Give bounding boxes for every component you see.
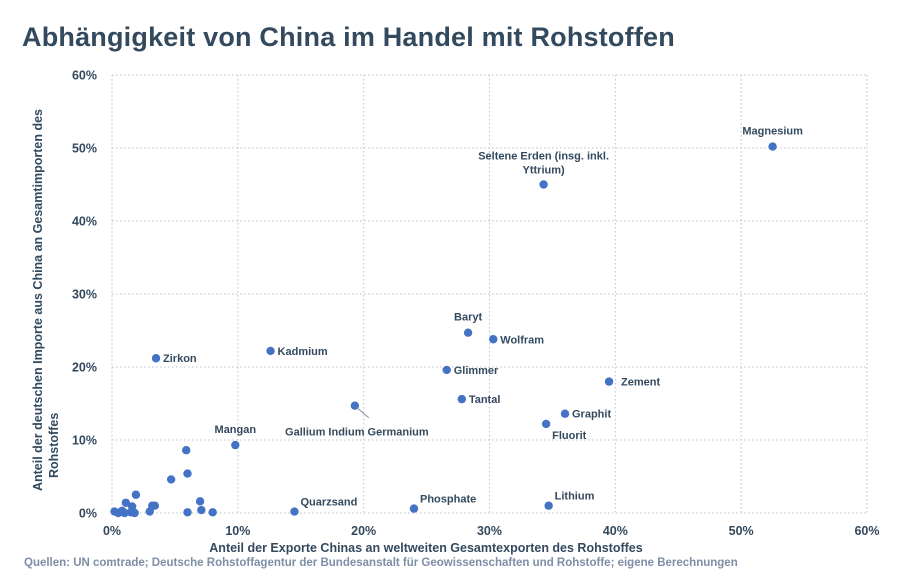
data-point — [541, 419, 551, 429]
y-tick-label: 60% — [72, 69, 97, 83]
point-label: Fluorit — [552, 430, 587, 442]
y-tick-label: 40% — [72, 215, 97, 229]
data-points — [110, 142, 777, 518]
point-label: Tantal — [469, 394, 501, 406]
source-note: Quellen: UN comtrade; Deutsche Rohstoffa… — [24, 557, 738, 569]
point-label: Lithium — [555, 491, 595, 503]
point-label: Glimmer — [454, 365, 499, 377]
data-point — [266, 346, 275, 356]
data-point — [560, 409, 570, 418]
data-point — [183, 469, 192, 478]
data-point — [604, 377, 614, 386]
data-point — [457, 394, 467, 404]
data-point — [208, 508, 217, 517]
data-point — [183, 508, 192, 517]
point-label: Quarzsand — [300, 497, 357, 509]
point-label: Phosphate — [420, 494, 476, 506]
data-point — [539, 180, 548, 189]
point-label: Graphit — [572, 409, 611, 421]
y-axis-label-line-2: Rohstoffes — [47, 413, 61, 478]
point-label: Yttrium) — [523, 165, 566, 177]
y-tick-label: 10% — [72, 434, 97, 448]
point-label: Zement — [621, 377, 660, 389]
data-point — [150, 501, 159, 510]
x-tick-label: 50% — [729, 524, 754, 538]
y-tick-label: 20% — [72, 361, 97, 375]
data-point — [120, 508, 129, 518]
point-label: Zirkon — [163, 353, 197, 365]
point-label: Kadmium — [278, 346, 328, 358]
y-axis-label-line-1: Anteil der deutschen Importe aus China a… — [31, 109, 45, 491]
y-axis-label: Anteil der deutschen Importe aus China a… — [31, 109, 61, 491]
point-label: Baryt — [454, 312, 482, 324]
point-label: Wolfram — [500, 334, 544, 346]
y-axis-ticks: 0% 10% 20% 30% 40% 50% 60% — [72, 69, 97, 521]
data-point — [442, 365, 451, 375]
label-leader-line — [356, 407, 370, 419]
y-tick-label: 50% — [72, 142, 97, 156]
y-tick-label: 0% — [79, 507, 97, 521]
data-point — [130, 508, 139, 518]
x-axis-label: Anteil der Exporte Chinas an weltweiten … — [209, 541, 642, 555]
data-point — [166, 475, 176, 484]
data-point — [768, 142, 777, 151]
point-label: Mangan — [215, 424, 257, 436]
data-point — [127, 502, 137, 511]
data-point — [182, 446, 191, 455]
point-labels: Magnesium Seltene Erden (insg. inkl. Yttri… — [163, 126, 803, 509]
data-point — [121, 498, 131, 507]
grid — [111, 74, 868, 514]
data-point — [489, 335, 498, 344]
data-point — [151, 354, 161, 363]
x-tick-label: 30% — [477, 524, 502, 538]
point-label: Gallium Indium Germanium — [285, 427, 429, 439]
point-label: Seltene Erden (insg. inkl. — [478, 151, 609, 163]
data-point — [131, 490, 141, 499]
x-tick-label: 20% — [351, 524, 376, 538]
point-label: Magnesium — [742, 126, 803, 138]
data-point — [409, 504, 419, 513]
x-tick-label: 0% — [103, 524, 121, 538]
data-point — [231, 440, 240, 450]
x-tick-label: 40% — [603, 524, 628, 538]
x-tick-label: 10% — [225, 524, 250, 538]
data-point — [290, 507, 299, 516]
data-point — [197, 505, 206, 515]
data-point — [544, 501, 553, 510]
x-axis-ticks: 0% 10% 20% 30% 40% 50% 60% — [103, 524, 880, 538]
data-point — [195, 497, 205, 506]
x-tick-label: 60% — [854, 524, 879, 538]
y-tick-label: 30% — [72, 288, 97, 302]
chart-title: Abhängigkeit von China im Handel mit Roh… — [22, 22, 675, 52]
data-point — [463, 328, 473, 337]
